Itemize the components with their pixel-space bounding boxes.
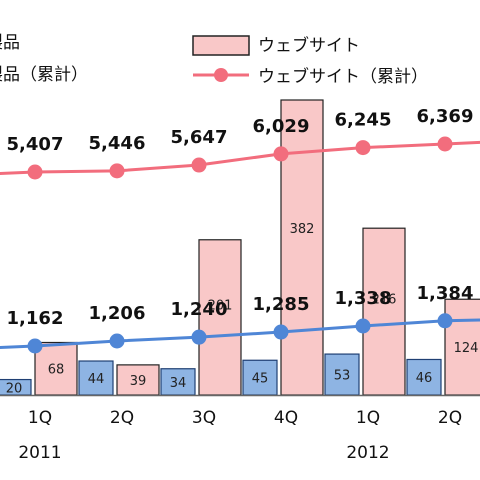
product-cumulative-label: 1,206: [89, 303, 146, 324]
product-cumulative-label: 1,240: [171, 299, 228, 320]
bar-label-product: 34: [170, 376, 187, 391]
legend-label-product-cumulative: 製品（累計）: [0, 65, 88, 85]
bar-label-website: 216: [372, 292, 397, 307]
website-cumulative-point: [109, 163, 125, 179]
product-cumulative-line: [0, 318, 480, 350]
website-cumulative-point: [437, 136, 453, 152]
bar-label-website: 124: [454, 341, 479, 356]
bar-group: 20 68 44 39 34 201 45 382 53 216 46 124: [0, 99, 480, 396]
product-cumulative-point: [273, 324, 289, 340]
website-cumulative-point: [27, 164, 43, 180]
product-cumulative-point: [191, 329, 207, 345]
bar-label-product: 20: [6, 381, 23, 396]
website-cumulative-label: 5,647: [171, 127, 228, 148]
bar-label-product: 46: [416, 371, 433, 386]
bar-label-website: 68: [48, 363, 65, 378]
x-year-label: 2011: [18, 443, 61, 463]
x-tick-label: 2Q: [438, 408, 462, 428]
website-cumulative-label: 5,446: [89, 133, 146, 154]
legend-swatch-website: [192, 35, 250, 56]
bar-website: [362, 227, 406, 396]
product-cumulative-point: [437, 313, 453, 329]
bar-label-website: 39: [130, 374, 147, 389]
line-group: 1,162 1,206 1,240 1,285 1,338 1,384 5,407 5,446…: [0, 106, 480, 354]
website-cumulative-label: 6,029: [253, 116, 310, 137]
legend-label-product: 製品: [0, 33, 20, 53]
bar-product: [78, 360, 114, 396]
product-cumulative-point: [27, 338, 43, 354]
x-tick-label: 1Q: [356, 408, 380, 428]
bar-product: [324, 353, 360, 396]
bar-website: [280, 99, 324, 396]
website-cumulative-label: 6,369: [417, 106, 474, 127]
website-cumulative-label: 5,407: [7, 134, 64, 155]
product-cumulative-label: 1,285: [253, 294, 310, 315]
bar-label-website: 201: [208, 299, 233, 314]
bar-product: [160, 368, 196, 396]
product-cumulative-point: [355, 318, 371, 334]
website-cumulative-line: [0, 140, 480, 176]
x-tick-label: 4Q: [274, 408, 298, 428]
bar-label-website: 382: [290, 222, 315, 237]
website-cumulative-point: [355, 140, 371, 156]
bar-product: [242, 359, 278, 396]
x-year-label: 2012: [346, 443, 389, 463]
bar-label-product: 45: [252, 372, 269, 387]
x-tick-label: 2Q: [110, 408, 134, 428]
x-axis: 1Q 2Q 3Q 4Q 1Q 2Q 2011 2012: [0, 394, 480, 463]
legend-label-website: ウェブサイト: [258, 35, 360, 56]
legend-marker-website-cumulative: [214, 68, 228, 82]
website-cumulative-point: [273, 146, 289, 162]
bar-label-product: 53: [334, 369, 351, 384]
x-tick-label: 3Q: [192, 408, 216, 428]
website-cumulative-point: [191, 157, 207, 173]
x-tick-label: 1Q: [28, 408, 52, 428]
bar-website: [444, 298, 480, 396]
legend-label-website-cumulative: ウェブサイト（累計）: [258, 66, 428, 87]
product-cumulative-label: 1,162: [7, 308, 64, 329]
bar-product: [406, 358, 442, 396]
bar-website: [34, 341, 78, 396]
product-cumulative-label: 1,338: [335, 288, 392, 309]
website-cumulative-label: 6,245: [335, 110, 392, 131]
product-cumulative-label: 1,384: [417, 283, 474, 304]
product-cumulative-point: [109, 333, 125, 349]
bar-label-product: 44: [88, 372, 105, 387]
